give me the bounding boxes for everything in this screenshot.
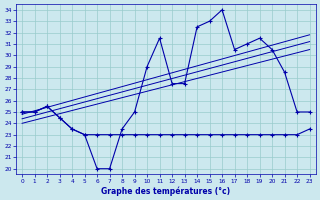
X-axis label: Graphe des températures (°c): Graphe des températures (°c) [101,186,230,196]
